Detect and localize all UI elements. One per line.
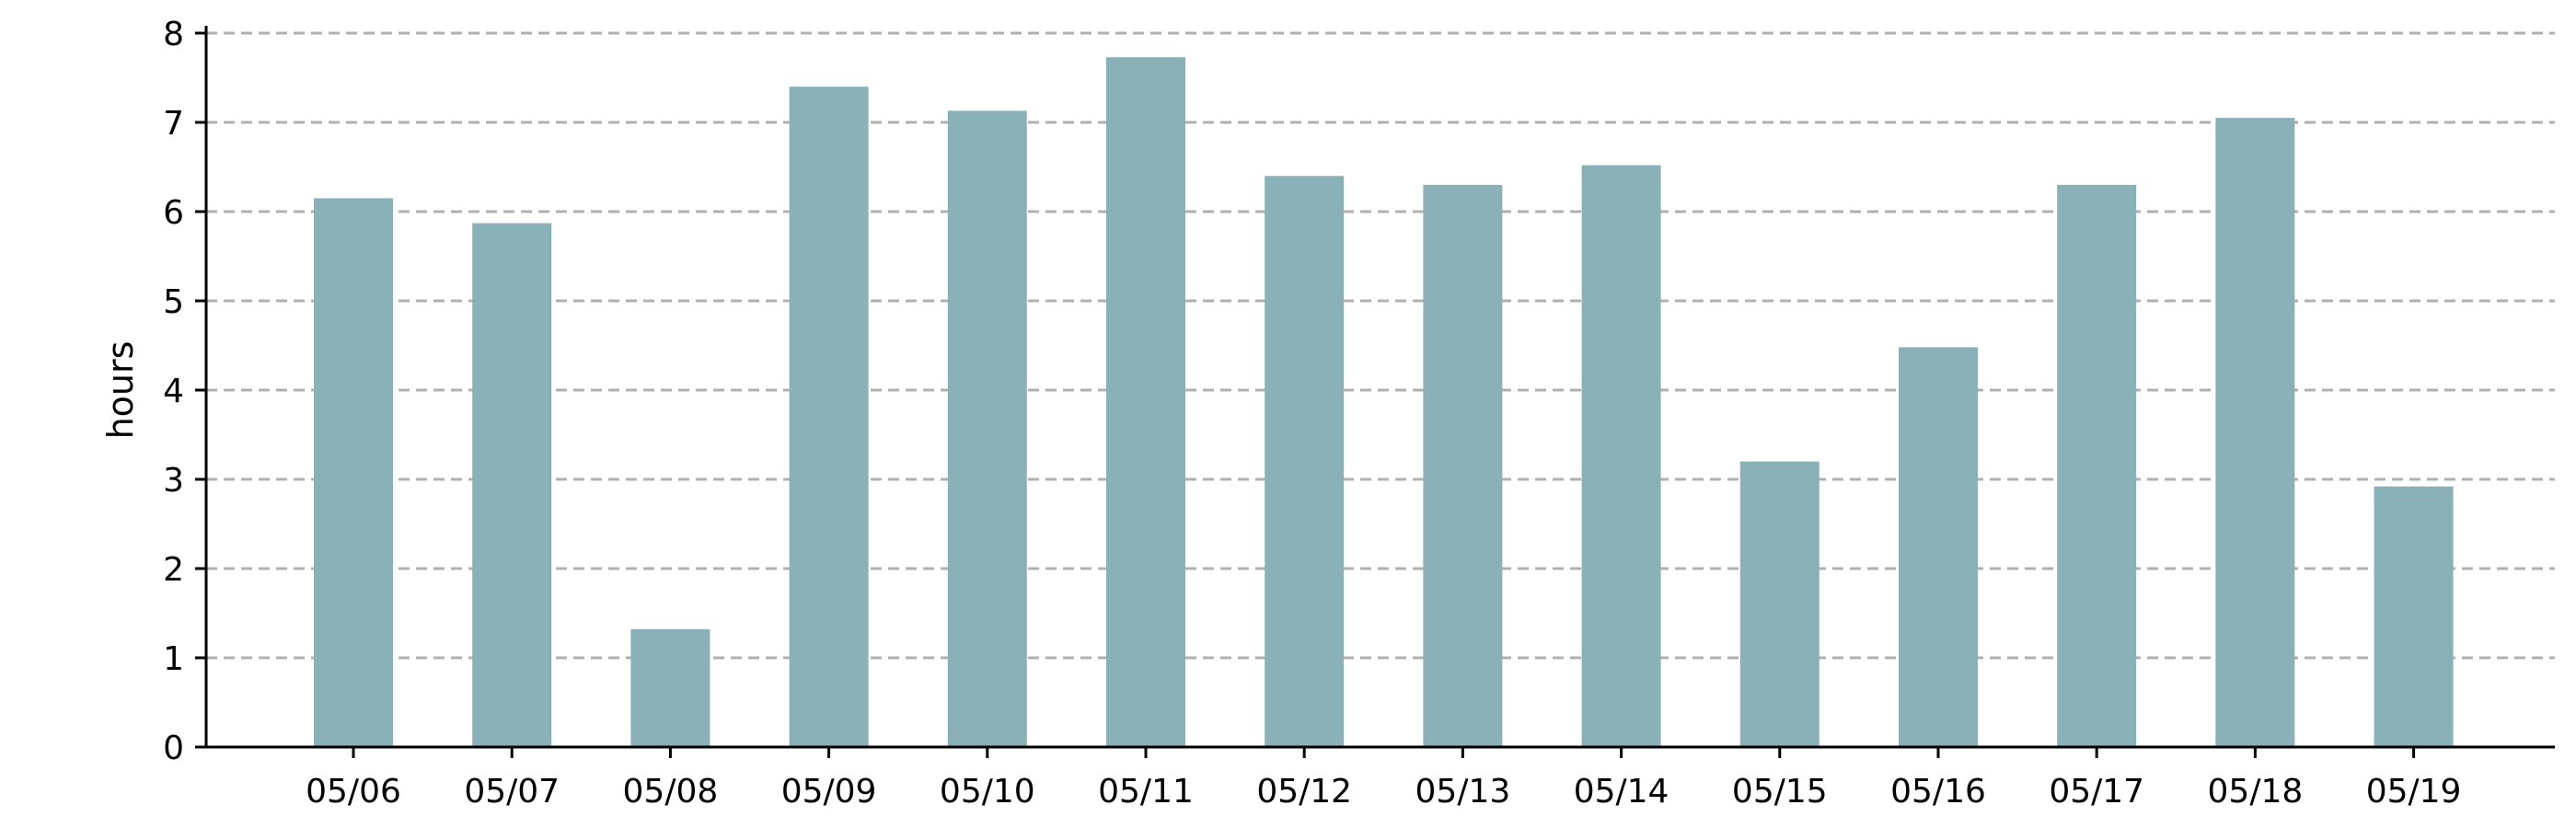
bars	[314, 57, 2454, 748]
x-tick-label: 05/09	[781, 773, 877, 811]
bar	[789, 86, 869, 747]
x-tick-label: 05/11	[1098, 773, 1194, 811]
bar	[1106, 57, 1185, 747]
x-tick-label: 05/14	[1574, 773, 1669, 811]
x-tick-label: 05/12	[1256, 773, 1352, 811]
y-tick-label: 1	[163, 640, 184, 678]
bar	[947, 110, 1027, 747]
bar	[630, 628, 710, 747]
bar	[1581, 165, 1661, 747]
bar	[2057, 184, 2137, 747]
x-tick-label: 05/08	[623, 773, 719, 811]
y-ticks: 0 1 2 3 4 5 6 7 8	[163, 16, 206, 767]
y-tick-label: 6	[163, 194, 184, 232]
x-ticks: 05/06 05/07 05/08 05/09 05/10 05/11 05/12 05/13…	[306, 747, 2461, 811]
y-tick-label: 3	[163, 462, 184, 500]
x-tick-label: 05/13	[1415, 773, 1511, 811]
y-tick-label: 7	[163, 105, 184, 143]
bar	[1265, 176, 1345, 747]
bar	[314, 198, 393, 747]
bar	[2215, 118, 2295, 747]
x-tick-label: 05/06	[306, 773, 401, 811]
y-tick-label: 0	[163, 730, 184, 767]
bar	[472, 223, 552, 748]
x-tick-label: 05/15	[1732, 773, 1828, 811]
bar	[1899, 347, 1978, 747]
grid-lines	[206, 31, 2555, 660]
axes	[204, 26, 2555, 749]
y-tick-label: 5	[163, 283, 184, 321]
bar	[2374, 486, 2454, 747]
x-tick-label: 05/07	[464, 773, 560, 811]
x-tick-label: 05/10	[940, 773, 1035, 811]
x-tick-label: 05/17	[2049, 773, 2144, 811]
y-tick-label: 8	[163, 16, 184, 53]
y-tick-label: 2	[163, 551, 184, 589]
y-axis-label: hours	[100, 341, 141, 440]
bar	[1423, 184, 1503, 747]
x-tick-label: 05/19	[2366, 773, 2462, 811]
x-tick-label: 05/18	[2208, 773, 2304, 811]
x-tick-label: 05/16	[1890, 773, 1986, 811]
y-tick-label: 4	[163, 373, 184, 410]
bar	[1739, 461, 1819, 747]
